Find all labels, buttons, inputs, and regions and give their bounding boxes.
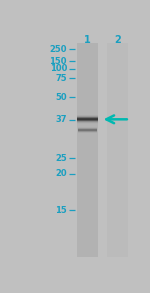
Text: 100: 100 (50, 64, 67, 73)
Text: 2: 2 (114, 35, 121, 45)
Bar (106, 43, 128, 257)
Text: 1: 1 (84, 35, 91, 45)
Text: 37: 37 (56, 115, 67, 124)
Text: 25: 25 (55, 154, 67, 163)
Text: 50: 50 (55, 93, 67, 102)
Text: 250: 250 (50, 45, 67, 54)
Text: 150: 150 (50, 57, 67, 66)
Text: 75: 75 (55, 74, 67, 83)
Text: 20: 20 (55, 169, 67, 178)
Bar (77, 43, 98, 257)
Text: 15: 15 (55, 205, 67, 214)
